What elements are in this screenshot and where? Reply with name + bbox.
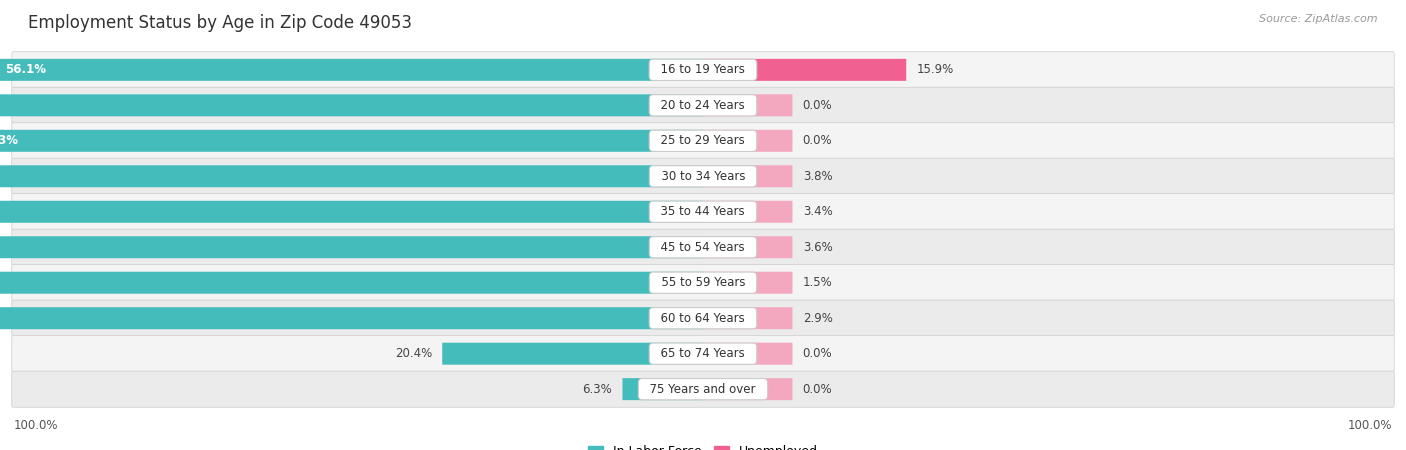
Text: Employment Status by Age in Zip Code 49053: Employment Status by Age in Zip Code 490… xyxy=(28,14,412,32)
Legend: In Labor Force, Unemployed: In Labor Force, Unemployed xyxy=(583,440,823,450)
FancyBboxPatch shape xyxy=(443,343,703,364)
FancyBboxPatch shape xyxy=(11,123,1395,159)
FancyBboxPatch shape xyxy=(11,300,1395,336)
Text: 0.0%: 0.0% xyxy=(803,99,832,112)
FancyBboxPatch shape xyxy=(11,194,1395,230)
Text: 100.0%: 100.0% xyxy=(1347,419,1392,432)
Text: 45 to 54 Years: 45 to 54 Years xyxy=(654,241,752,254)
Text: Source: ZipAtlas.com: Source: ZipAtlas.com xyxy=(1260,14,1378,23)
FancyBboxPatch shape xyxy=(703,165,793,187)
Text: 65 to 74 Years: 65 to 74 Years xyxy=(654,347,752,360)
FancyBboxPatch shape xyxy=(0,272,703,294)
Text: 6.3%: 6.3% xyxy=(582,382,612,396)
FancyBboxPatch shape xyxy=(703,236,793,258)
FancyBboxPatch shape xyxy=(703,307,793,329)
Text: 58.3%: 58.3% xyxy=(0,134,18,147)
Text: 100.0%: 100.0% xyxy=(14,419,59,432)
FancyBboxPatch shape xyxy=(0,307,703,329)
FancyBboxPatch shape xyxy=(0,59,703,81)
Text: 0.0%: 0.0% xyxy=(803,134,832,147)
Text: 15.9%: 15.9% xyxy=(917,63,953,76)
FancyBboxPatch shape xyxy=(623,378,703,400)
FancyBboxPatch shape xyxy=(703,59,907,81)
FancyBboxPatch shape xyxy=(0,165,703,187)
FancyBboxPatch shape xyxy=(703,378,793,400)
FancyBboxPatch shape xyxy=(11,229,1395,266)
FancyBboxPatch shape xyxy=(11,158,1395,194)
FancyBboxPatch shape xyxy=(703,94,793,116)
Text: 60 to 64 Years: 60 to 64 Years xyxy=(654,312,752,325)
Text: 16 to 19 Years: 16 to 19 Years xyxy=(654,63,752,76)
FancyBboxPatch shape xyxy=(0,130,703,152)
FancyBboxPatch shape xyxy=(703,343,793,364)
FancyBboxPatch shape xyxy=(703,272,793,294)
Text: 30 to 34 Years: 30 to 34 Years xyxy=(654,170,752,183)
Text: 1.5%: 1.5% xyxy=(803,276,832,289)
Text: 20 to 24 Years: 20 to 24 Years xyxy=(654,99,752,112)
FancyBboxPatch shape xyxy=(703,130,793,152)
Text: 3.8%: 3.8% xyxy=(803,170,832,183)
Text: 20.4%: 20.4% xyxy=(395,347,432,360)
Text: 0.0%: 0.0% xyxy=(803,382,832,396)
Text: 75 Years and over: 75 Years and over xyxy=(643,382,763,396)
FancyBboxPatch shape xyxy=(11,336,1395,372)
Text: 2.9%: 2.9% xyxy=(803,312,832,325)
Text: 55 to 59 Years: 55 to 59 Years xyxy=(654,276,752,289)
Text: 35 to 44 Years: 35 to 44 Years xyxy=(654,205,752,218)
FancyBboxPatch shape xyxy=(11,371,1395,407)
Text: 0.0%: 0.0% xyxy=(803,347,832,360)
Text: 56.1%: 56.1% xyxy=(6,63,46,76)
FancyBboxPatch shape xyxy=(11,265,1395,301)
FancyBboxPatch shape xyxy=(0,236,703,258)
FancyBboxPatch shape xyxy=(11,52,1395,88)
FancyBboxPatch shape xyxy=(0,201,703,223)
FancyBboxPatch shape xyxy=(0,94,703,116)
Text: 3.6%: 3.6% xyxy=(803,241,832,254)
Text: 25 to 29 Years: 25 to 29 Years xyxy=(654,134,752,147)
Text: 3.4%: 3.4% xyxy=(803,205,832,218)
FancyBboxPatch shape xyxy=(11,87,1395,123)
FancyBboxPatch shape xyxy=(703,201,793,223)
